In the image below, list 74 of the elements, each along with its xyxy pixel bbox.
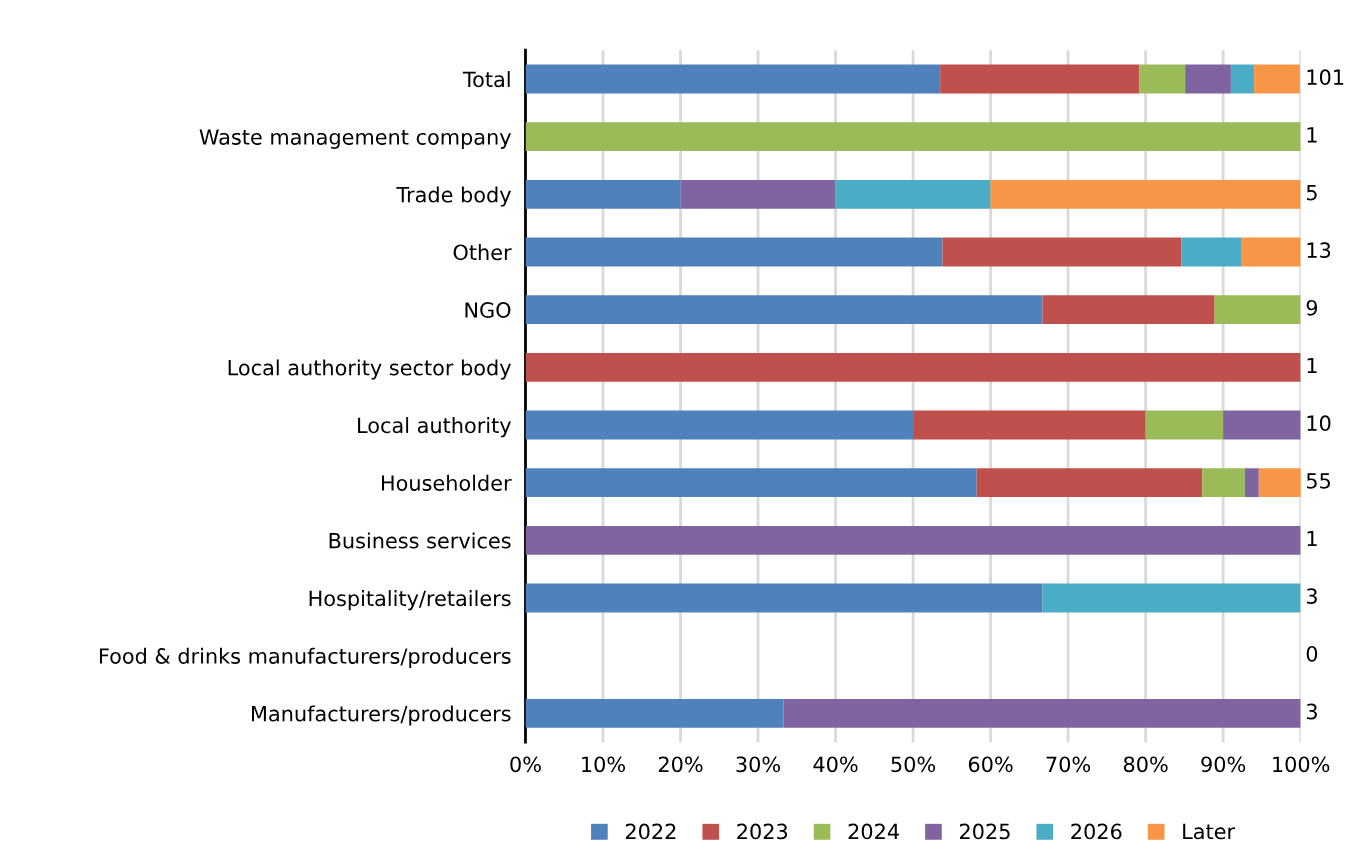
y-tick-label: NGO: [465, 302, 511, 318]
text: 0: [1306, 645, 1318, 662]
x-tick-label: 60%: [968, 756, 1013, 773]
y-tick-label: Food & drinks manufacturers/producers: [99, 647, 511, 668]
bar: [990, 179, 1301, 209]
text: 55: [1306, 473, 1330, 489]
x-tick-label: 90%: [1201, 756, 1246, 773]
bar: [1042, 295, 1215, 325]
text: 3: [1306, 703, 1317, 720]
bar: [1240, 237, 1301, 267]
legend-label: 2025: [959, 823, 1010, 840]
bar: [1202, 468, 1245, 498]
legend-label: 2026: [1071, 823, 1122, 840]
text: 1: [1307, 127, 1317, 143]
bar: [1181, 237, 1241, 267]
text: 101: [1307, 69, 1344, 86]
bar: [1223, 410, 1301, 440]
bar: [913, 410, 1146, 440]
bar: [525, 525, 1301, 555]
text: 1: [1307, 357, 1317, 374]
x-tick-label: 20%: [658, 756, 703, 773]
bar: [942, 237, 1182, 267]
y-tick-label: Local authority: [358, 417, 511, 438]
y-tick-label: Trade body: [396, 186, 511, 207]
bar: [1258, 468, 1301, 498]
y-tick-label: Hospitality/retailers: [309, 590, 511, 611]
text: 9: [1306, 299, 1318, 316]
bar: [525, 410, 914, 440]
x-tick-label: 30%: [736, 756, 781, 773]
bar: [783, 698, 1301, 728]
x-tick-label: 40%: [813, 756, 858, 773]
legend-label: 2024: [848, 823, 899, 840]
text: 13: [1307, 242, 1331, 259]
bar: [525, 698, 784, 728]
bar: [525, 179, 681, 209]
bar: [525, 122, 1301, 152]
x-tick-label: 0%: [510, 756, 541, 773]
x-tick-label: 100%: [1273, 756, 1330, 773]
bar: [525, 583, 1043, 613]
y-tick-label: Other: [453, 244, 512, 261]
bar: [976, 468, 1203, 498]
bar: [525, 237, 943, 267]
legend-label: 2022: [625, 823, 676, 840]
text: 5: [1306, 184, 1317, 201]
x-tick-label: 70%: [1046, 756, 1091, 773]
bar: [1230, 64, 1255, 94]
y-tick-label: Householder: [381, 474, 512, 491]
bar: [525, 468, 977, 498]
bar: [1244, 468, 1259, 498]
y-tick-label: Waste management company: [199, 129, 511, 149]
text: 1: [1307, 530, 1317, 547]
y-tick-label: Local authority sector body: [228, 359, 511, 380]
bar: [680, 179, 836, 209]
bar: [1254, 64, 1300, 94]
bar: [835, 179, 991, 209]
bar: [940, 64, 1140, 94]
x-tick-label: 10%: [582, 756, 625, 773]
text: 10: [1307, 415, 1331, 432]
y-tick-label: Business services: [329, 532, 511, 549]
bar: [1185, 64, 1231, 94]
y-tick-label: Total: [462, 71, 510, 88]
bar: [1042, 583, 1301, 613]
bar: [525, 352, 1301, 382]
bar: [1139, 64, 1186, 94]
bar: [525, 295, 1043, 325]
bar: [525, 64, 941, 94]
x-tick-label: 80%: [1123, 756, 1168, 773]
legend-label: Later: [1183, 823, 1236, 840]
bar: [1145, 410, 1224, 440]
text: 3: [1306, 588, 1317, 605]
x-tick-label: 50%: [891, 756, 936, 773]
y-tick-label: Manufacturers/producers: [252, 705, 511, 726]
bar: [1214, 295, 1301, 325]
legend-label: 2023: [737, 823, 788, 840]
